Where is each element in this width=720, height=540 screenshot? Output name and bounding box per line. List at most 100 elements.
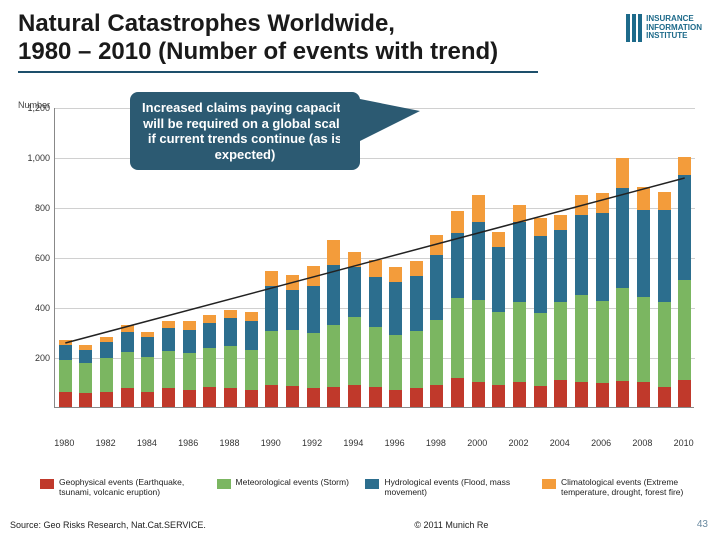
bar-segment-hydrological (141, 337, 154, 357)
bar-segment-geophysical (121, 388, 134, 407)
bar-segment-hydrological (637, 210, 650, 298)
bar-column (224, 310, 237, 408)
bar-segment-climatological (327, 240, 340, 265)
bar-segment-geophysical (224, 388, 237, 407)
x-tick-label: 1992 (302, 438, 322, 448)
bar-segment-geophysical (596, 383, 609, 407)
bar-segment-hydrological (79, 350, 92, 364)
bar-column (472, 195, 485, 408)
y-tick-label: 400 (18, 303, 50, 313)
bar-column (162, 321, 175, 407)
legend-label: Hydrological events (Flood, mass movemen… (384, 478, 525, 498)
bar-segment-meteorological (616, 288, 629, 381)
legend-label: Meteorological events (Storm) (236, 478, 349, 488)
bar-segment-meteorological (286, 330, 299, 386)
legend-swatch (40, 479, 54, 489)
bar-segment-climatological (224, 310, 237, 319)
bar-segment-meteorological (327, 325, 340, 388)
bar-segment-hydrological (348, 267, 361, 317)
y-tick-label: 600 (18, 253, 50, 263)
footer: Source: Geo Risks Research, Nat.Cat.SERV… (10, 519, 708, 530)
bar-segment-climatological (183, 321, 196, 330)
bar-segment-hydrological (658, 210, 671, 303)
bar-segment-hydrological (286, 290, 299, 330)
x-tick-label: 1996 (385, 438, 405, 448)
bar-segment-climatological (616, 158, 629, 188)
bar-segment-climatological (245, 312, 258, 321)
bar-column (203, 315, 216, 408)
bar-segment-meteorological (554, 302, 567, 380)
bar-segment-geophysical (389, 390, 402, 408)
logo-icon (626, 14, 642, 42)
legend-label: Climatological events (Extreme temperatu… (561, 478, 702, 498)
bar-segment-geophysical (554, 380, 567, 408)
bar-segment-meteorological (658, 302, 671, 387)
x-tick-label: 1986 (178, 438, 198, 448)
bar-column (513, 205, 526, 408)
bar-segment-climatological (286, 275, 299, 290)
bar-segment-climatological (575, 195, 588, 215)
bar-segment-hydrological (59, 345, 72, 360)
bar-segment-climatological (554, 215, 567, 230)
bar-segment-climatological (410, 261, 423, 276)
bar-segment-climatological (513, 205, 526, 223)
bar-segment-hydrological (678, 175, 691, 280)
bar-column (100, 337, 113, 407)
bar-segment-hydrological (121, 332, 134, 352)
bar-column (616, 158, 629, 407)
bar-segment-geophysical (492, 385, 505, 408)
bar-segment-climatological (369, 260, 382, 278)
bar-segment-hydrological (616, 188, 629, 288)
bar-segment-climatological (162, 321, 175, 329)
bar-segment-geophysical (203, 387, 216, 407)
source-text: Source: Geo Risks Research, Nat.Cat.SERV… (10, 520, 206, 530)
bar-segment-geophysical (472, 382, 485, 407)
bar-segment-geophysical (575, 382, 588, 407)
bar-segment-hydrological (410, 276, 423, 331)
bar-segment-geophysical (513, 382, 526, 407)
copyright: © 2011 Munich Re (414, 520, 488, 530)
bar-segment-hydrological (513, 222, 526, 302)
bar-segment-geophysical (430, 385, 443, 408)
legend-item: Hydrological events (Flood, mass movemen… (365, 478, 525, 498)
bar-segment-climatological (203, 315, 216, 324)
bar-segment-geophysical (348, 385, 361, 408)
bar-column (183, 321, 196, 407)
bar-segment-hydrological (224, 318, 237, 346)
bar-column (596, 193, 609, 407)
title-line2: 1980 – 2010 (Number of events with trend… (18, 38, 498, 65)
legend-label: Geophysical events (Earthquake, tsunami,… (59, 478, 200, 498)
bar-segment-geophysical (183, 390, 196, 408)
bar-segment-hydrological (100, 342, 113, 358)
bar-segment-meteorological (162, 351, 175, 389)
bar-segment-meteorological (183, 353, 196, 389)
bar-column (678, 157, 691, 407)
legend: Geophysical events (Earthquake, tsunami,… (40, 478, 702, 498)
legend-item: Meteorological events (Storm) (217, 478, 349, 498)
legend-swatch (217, 479, 231, 489)
bar-segment-climatological (265, 271, 278, 286)
x-tick-label: 2004 (550, 438, 570, 448)
x-tick-label: 2006 (591, 438, 611, 448)
bar-column (575, 195, 588, 408)
bar-segment-geophysical (369, 387, 382, 407)
bar-segment-geophysical (307, 388, 320, 407)
bar-segment-geophysical (59, 392, 72, 407)
bar-segment-geophysical (327, 387, 340, 407)
bar-segment-meteorological (389, 335, 402, 390)
x-tick-label: 1990 (261, 438, 281, 448)
bar-segment-geophysical (410, 388, 423, 407)
bar-segment-meteorological (100, 358, 113, 392)
bar-column (389, 267, 402, 407)
bar-segment-hydrological (554, 230, 567, 303)
bar-segment-climatological (389, 267, 402, 282)
bar-segment-hydrological (265, 286, 278, 331)
bar-segment-climatological (596, 193, 609, 213)
bar-column (658, 192, 671, 407)
bar-column (327, 240, 340, 408)
x-tick-label: 1980 (54, 438, 74, 448)
bar-segment-geophysical (534, 386, 547, 407)
bar-segment-geophysical (265, 385, 278, 408)
bar-segment-hydrological (245, 321, 258, 350)
y-tick-label: 1,000 (18, 153, 50, 163)
